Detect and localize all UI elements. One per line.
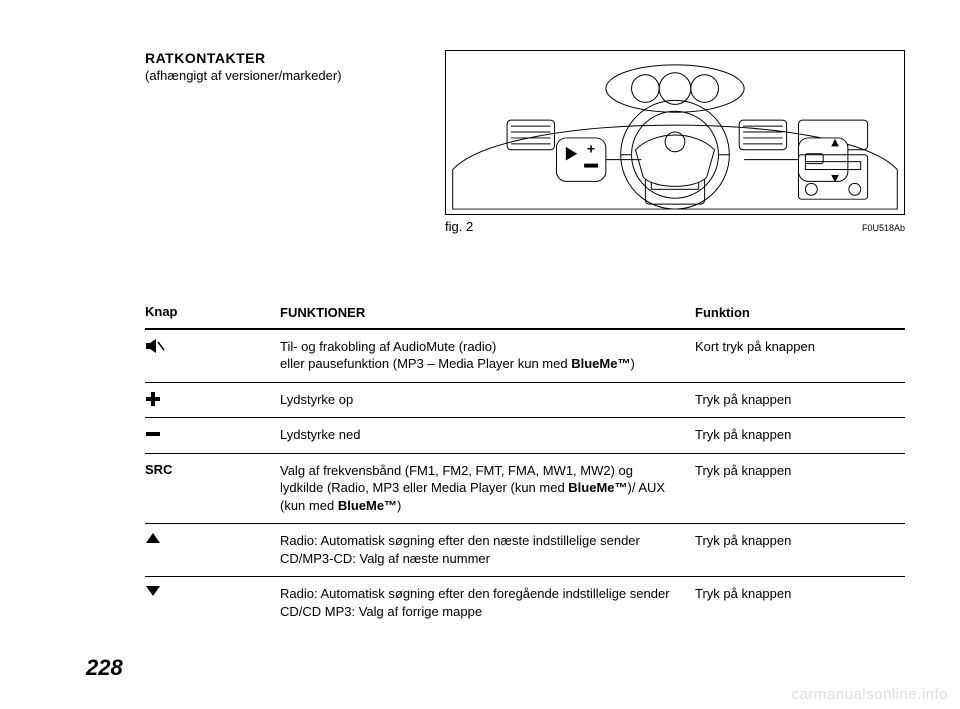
knap-cell (145, 426, 280, 444)
action-cell: Tryk på knappen (695, 462, 905, 515)
figure-block: + (445, 50, 905, 234)
funk-cell: Radio: Automatisk søgning efter den fore… (280, 585, 695, 620)
funk-cell: Lydstyrke op (280, 391, 695, 409)
funk-cell: Valg af frekvensbånd (FM1, FM2, FMT, FMA… (280, 462, 695, 515)
funk-bold2: BlueMe™ (338, 498, 397, 513)
watermark: carmanualsonline.info (792, 686, 948, 703)
funk-text: Til- og frakobling af AudioMute (radio) … (280, 339, 571, 372)
header-row: RATKONTAKTER (afhængigt af versioner/mar… (145, 50, 905, 234)
action-cell: Tryk på knappen (695, 391, 905, 409)
action-cell: Kort tryk på knappen (695, 338, 905, 373)
funk-cell: Til- og frakobling af AudioMute (radio) … (280, 338, 695, 373)
knap-cell (145, 338, 280, 373)
dashboard-illustration: + (446, 51, 904, 214)
knap-cell (145, 532, 280, 567)
knap-cell (145, 391, 280, 409)
knap-cell: SRC (145, 462, 280, 515)
funk-cell: Radio: Automatisk søgning efter den næst… (280, 532, 695, 567)
page-subtitle: (afhængigt af versioner/markeder) (145, 68, 342, 83)
action-cell: Tryk på knappen (695, 426, 905, 444)
minus-icon (145, 426, 161, 442)
title-block: RATKONTAKTER (afhængigt af versioner/mar… (145, 50, 342, 83)
page-content: RATKONTAKTER (afhængigt af versioner/mar… (45, 0, 960, 709)
figure-code: F0U518Ab (862, 223, 905, 233)
action-cell: Tryk på knappen (695, 585, 905, 620)
up-icon (145, 532, 161, 544)
mute-icon (145, 338, 165, 354)
col-header-action: Funktion (695, 304, 905, 322)
funk-bold: BlueMe™ (568, 480, 627, 495)
table-row: Radio: Automatisk søgning efter den næst… (145, 524, 905, 577)
table-row: Til- og frakobling af AudioMute (radio) … (145, 330, 905, 383)
funk-post: ) (630, 356, 634, 371)
table-row: Lydstyrke ned Tryk på knappen (145, 418, 905, 454)
down-icon (145, 585, 161, 597)
table-row: SRC Valg af frekvensbånd (FM1, FM2, FMT,… (145, 454, 905, 525)
table-header: Knap FUNKTIONER Funktion (145, 304, 905, 330)
controls-table: Knap FUNKTIONER Funktion Til- og frakobl… (145, 304, 905, 630)
action-cell: Tryk på knappen (695, 532, 905, 567)
knap-cell (145, 585, 280, 620)
funk-cell: Lydstyrke ned (280, 426, 695, 444)
table-row: Radio: Automatisk søgning efter den fore… (145, 577, 905, 629)
figure-caption: fig. 2 (445, 219, 473, 234)
svg-text:+: + (587, 141, 595, 157)
funk-post2: ) (397, 498, 401, 513)
table-row: Lydstyrke op Tryk på knappen (145, 383, 905, 419)
page-title: RATKONTAKTER (145, 50, 342, 66)
funk-bold: BlueMe™ (571, 356, 630, 371)
plus-icon (145, 391, 161, 407)
dashboard-figure: + (445, 50, 905, 215)
col-header-knap: Knap (145, 304, 280, 322)
col-header-funk: FUNKTIONER (280, 304, 695, 322)
page-number: 228 (86, 655, 123, 681)
